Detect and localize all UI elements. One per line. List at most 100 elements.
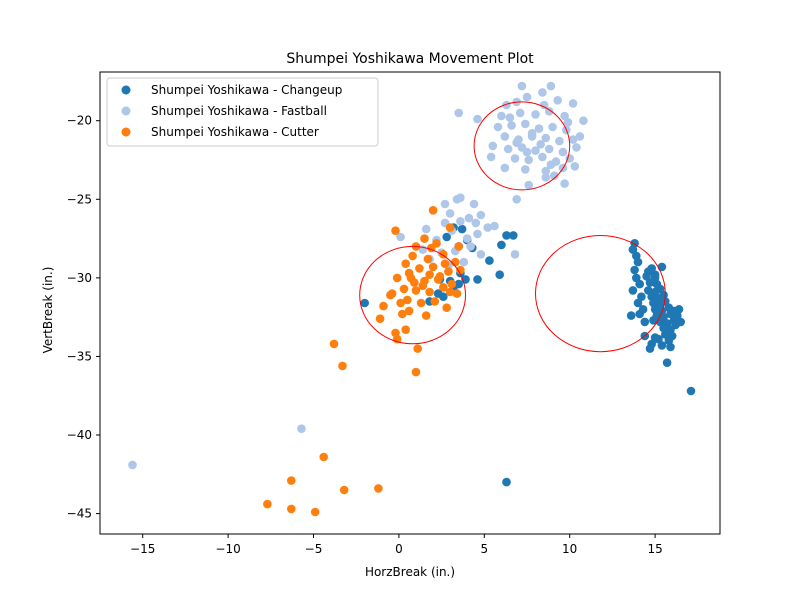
fastball-point: [512, 138, 521, 147]
fastball-point: [445, 209, 455, 218]
fastball-point: [421, 224, 431, 234]
cutter-point: [399, 284, 409, 294]
cutter-point: [416, 298, 426, 308]
changeup-point: [502, 231, 511, 240]
x-tick-label: 15: [647, 542, 662, 556]
fastball-point: [510, 250, 520, 259]
fastball-point: [527, 129, 537, 138]
fastball-point: [503, 144, 513, 154]
legend-marker-fastball: [121, 106, 131, 116]
fastball-point: [531, 110, 540, 119]
fastball-point: [507, 121, 516, 130]
cutter-point: [415, 264, 424, 273]
fastball-point: [536, 140, 545, 149]
fastball-point: [555, 136, 564, 146]
cutter-point: [444, 267, 453, 276]
fastball-point: [558, 147, 568, 157]
changeup-point: [633, 257, 643, 267]
fastball-point: [483, 223, 493, 232]
fastball-point: [515, 108, 525, 118]
fastball-point: [575, 132, 585, 141]
x-axis-label: HorzBreak (in.): [365, 565, 455, 579]
changeup-point: [676, 317, 685, 327]
changeup-point: [662, 358, 672, 368]
cutter-point: [338, 361, 347, 371]
fastball-point: [505, 113, 515, 122]
fastball-point: [560, 179, 569, 188]
legend-marker-cutter: [121, 127, 131, 137]
fastball-point: [548, 122, 557, 132]
fastball-point: [500, 132, 510, 141]
cutter-point: [404, 306, 414, 316]
changeup-point: [647, 264, 656, 273]
cutter-point: [440, 259, 450, 269]
fastball-point: [546, 160, 556, 169]
changeup-point: [485, 256, 494, 265]
changeup-point: [657, 262, 667, 272]
points-layer: [128, 81, 696, 517]
x-tick-label: −15: [130, 542, 155, 556]
cutter-point: [374, 484, 383, 493]
changeup-point: [442, 232, 452, 242]
changeup-point: [454, 279, 464, 289]
fastball-point: [464, 213, 474, 223]
cutter-point: [329, 339, 339, 349]
fastball-point: [522, 147, 532, 157]
cutter-point: [403, 295, 412, 305]
changeup-point: [645, 344, 655, 353]
changeup-point: [637, 292, 646, 302]
fastball-point: [538, 88, 547, 97]
changeup-point: [633, 298, 643, 308]
fastball-point: [497, 111, 506, 121]
fastball-point: [466, 242, 475, 251]
fastball-point: [493, 122, 503, 132]
plot-area: [99, 71, 721, 535]
fastball-point: [550, 171, 559, 180]
fastball-point: [488, 141, 498, 151]
y-tick-label: −20: [67, 114, 92, 128]
y-tick-label: −40: [67, 428, 92, 442]
cutter-point: [456, 265, 465, 275]
cutter-point: [263, 499, 272, 509]
fastball-point: [473, 114, 482, 124]
cutter-point: [387, 289, 397, 298]
cutter-point: [375, 314, 385, 324]
cutter-point: [421, 311, 431, 320]
changeup-point: [650, 333, 660, 342]
fastball-point: [456, 217, 465, 226]
y-tick-label: −35: [67, 349, 92, 363]
fastball-point: [524, 155, 533, 165]
cutter-point: [447, 279, 457, 289]
changeup-point: [644, 286, 653, 295]
changeup-point: [628, 245, 638, 254]
cutter-point: [423, 254, 433, 264]
cutter-point: [339, 485, 349, 495]
cluster-ellipse-1: [473, 101, 571, 191]
changeup-point: [686, 386, 696, 396]
cutter-point: [408, 251, 417, 261]
legend-marker-changeup: [121, 85, 131, 95]
cluster-ellipse-2: [359, 245, 467, 345]
cutter-point: [287, 476, 296, 485]
fastball-point: [570, 162, 580, 171]
changeup-point: [457, 224, 467, 234]
fastball-point: [500, 163, 510, 173]
cutter-point: [454, 242, 464, 251]
changeup-point: [630, 265, 639, 275]
y-axis-label: VertBreak (in.): [41, 267, 55, 354]
x-tick-label: −10: [215, 542, 240, 556]
x-tick-label: −5: [305, 542, 323, 556]
cutter-point: [401, 325, 411, 335]
changeup-point: [650, 273, 660, 283]
fastball-point: [486, 152, 496, 162]
changeup-point: [628, 286, 638, 295]
cutter-point: [425, 287, 434, 297]
legend-label-fastball: Shumpei Yoshikawa - Fastball: [151, 104, 327, 118]
changeup-point: [640, 317, 650, 327]
fastball-point: [541, 133, 551, 143]
changeup-point: [666, 342, 675, 352]
cutter-point: [445, 223, 455, 232]
fastball-point: [524, 180, 533, 190]
changeup-point: [661, 297, 670, 306]
cutter-point: [413, 344, 423, 353]
